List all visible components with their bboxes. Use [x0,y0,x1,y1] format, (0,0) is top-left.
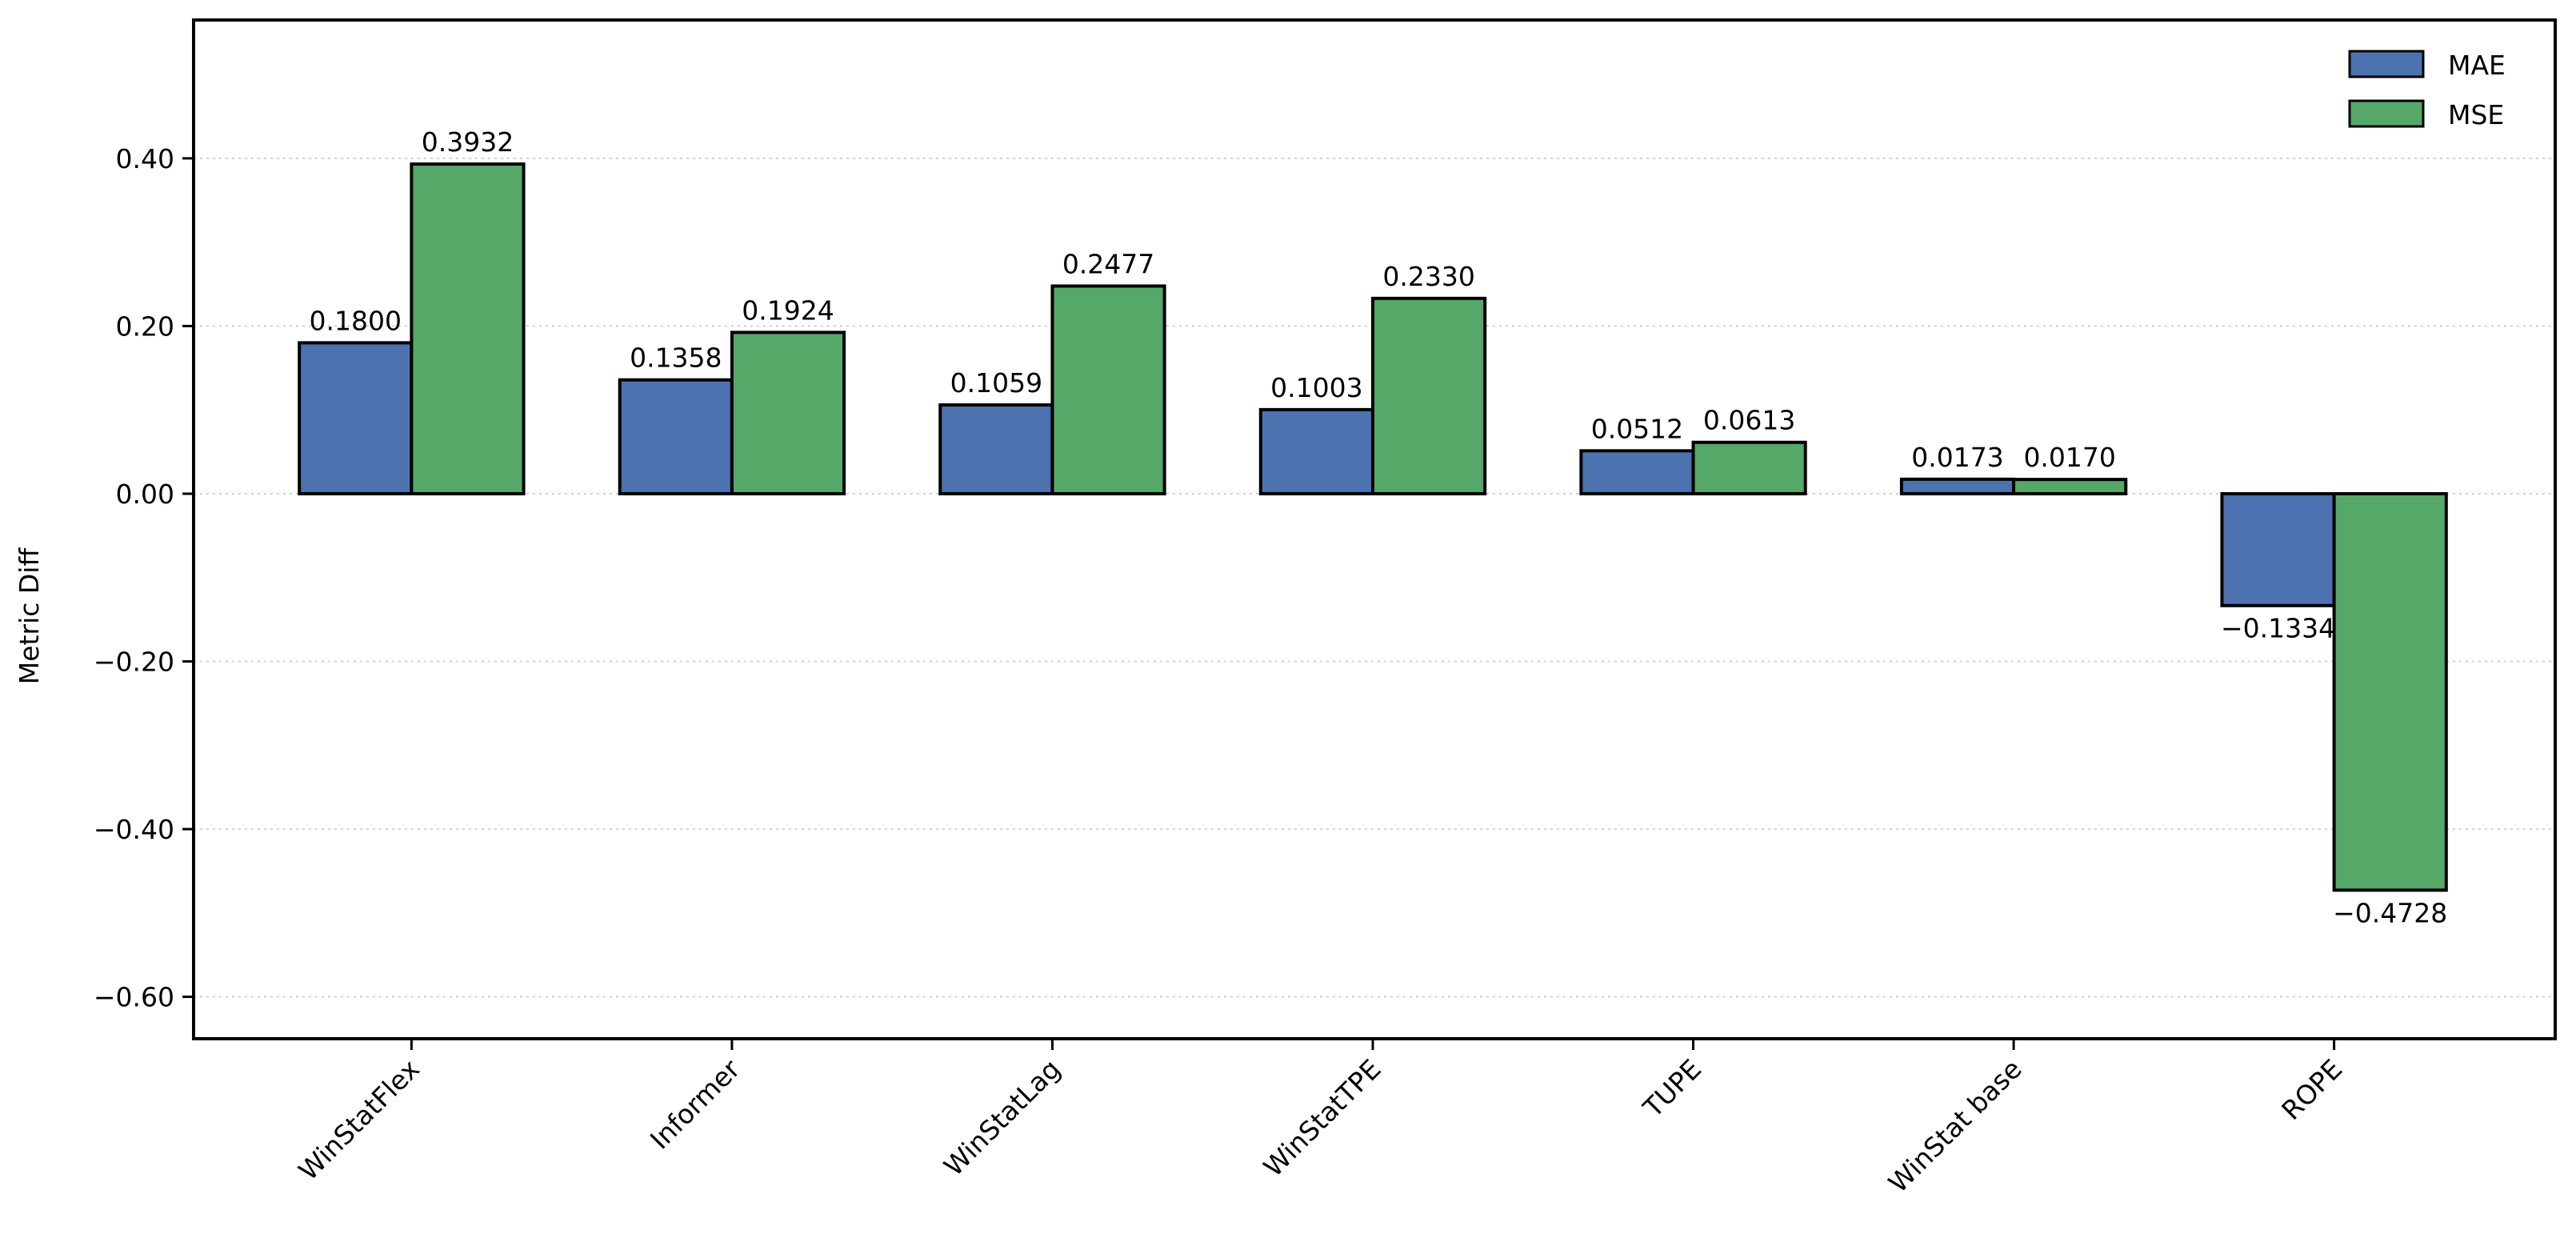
bar-mse [1691,440,1807,495]
x-tick-label: ROPE [2275,1053,2348,1126]
bar-mse [2012,478,2128,495]
data-label: 0.2330 [1382,261,1474,292]
bar-mae [1579,449,1695,495]
bar-mae [1258,407,1374,495]
y-tick-label: 0.40 [116,143,174,174]
data-label: 0.1358 [630,343,722,374]
legend: MAE MSE [2348,50,2506,130]
bar-mse [1050,284,1166,495]
data-label: 0.1059 [950,367,1042,399]
x-tick-label: WinStatLag [938,1053,1066,1182]
data-label: −0.1334 [2221,613,2335,644]
x-axis: WinStatFlex Informer WinStatLag WinStatTPE T… [293,1039,2348,1199]
x-tick-label: WinStatTPE [1258,1053,1387,1183]
bar-mae [1899,477,2016,495]
x-tick-label: WinStat base [1882,1053,2028,1199]
legend-label: MAE [2448,50,2506,81]
y-axis-label: Metric Diff [14,547,45,685]
legend-label: MSE [2448,99,2504,130]
data-label: 0.1800 [310,305,402,336]
data-label: −0.4728 [2333,897,2447,928]
bar-mse [730,331,846,495]
x-tick-label: Informer [644,1053,746,1156]
data-label: 0.0173 [1911,442,2003,473]
y-axis: 0.40 0.20 0.00 −0.20 −0.40 −0.60 [94,143,194,1013]
legend-swatch-mse [2348,99,2425,128]
legend-swatch-mae [2348,50,2425,78]
y-tick-label: 0.20 [116,310,174,342]
bar-mae [618,378,734,495]
plot-frame [192,18,2557,1040]
y-tick-label: −0.40 [94,814,174,845]
data-label: 0.1924 [742,294,834,326]
bar-mse [410,162,526,495]
data-label: 0.0170 [2023,442,2115,473]
y-tick-label: −0.20 [94,647,174,678]
x-tick-label: WinStatFlex [293,1053,426,1186]
data-label: 0.0512 [1591,413,1683,444]
data-label: 0.1003 [1270,372,1362,403]
bar-mae [2220,491,2336,607]
data-labels: 0.1800 0.1358 0.1059 0.1003 0.0512 0.0173 −0.1… [310,126,2448,928]
bar-mae [938,403,1054,495]
bar-mae [298,341,414,495]
y-tick-label: 0.00 [116,479,174,510]
bar-mse [2332,491,2448,892]
y-tick-label: −0.60 [94,982,174,1013]
data-label: 0.3932 [422,126,514,158]
x-tick-label: TUPE [1637,1053,1707,1124]
data-label: 0.2477 [1062,248,1154,279]
data-label: 0.0613 [1703,405,1795,436]
bars [298,162,2448,892]
bar-mse [1370,296,1487,495]
grid-lines [194,157,2555,998]
